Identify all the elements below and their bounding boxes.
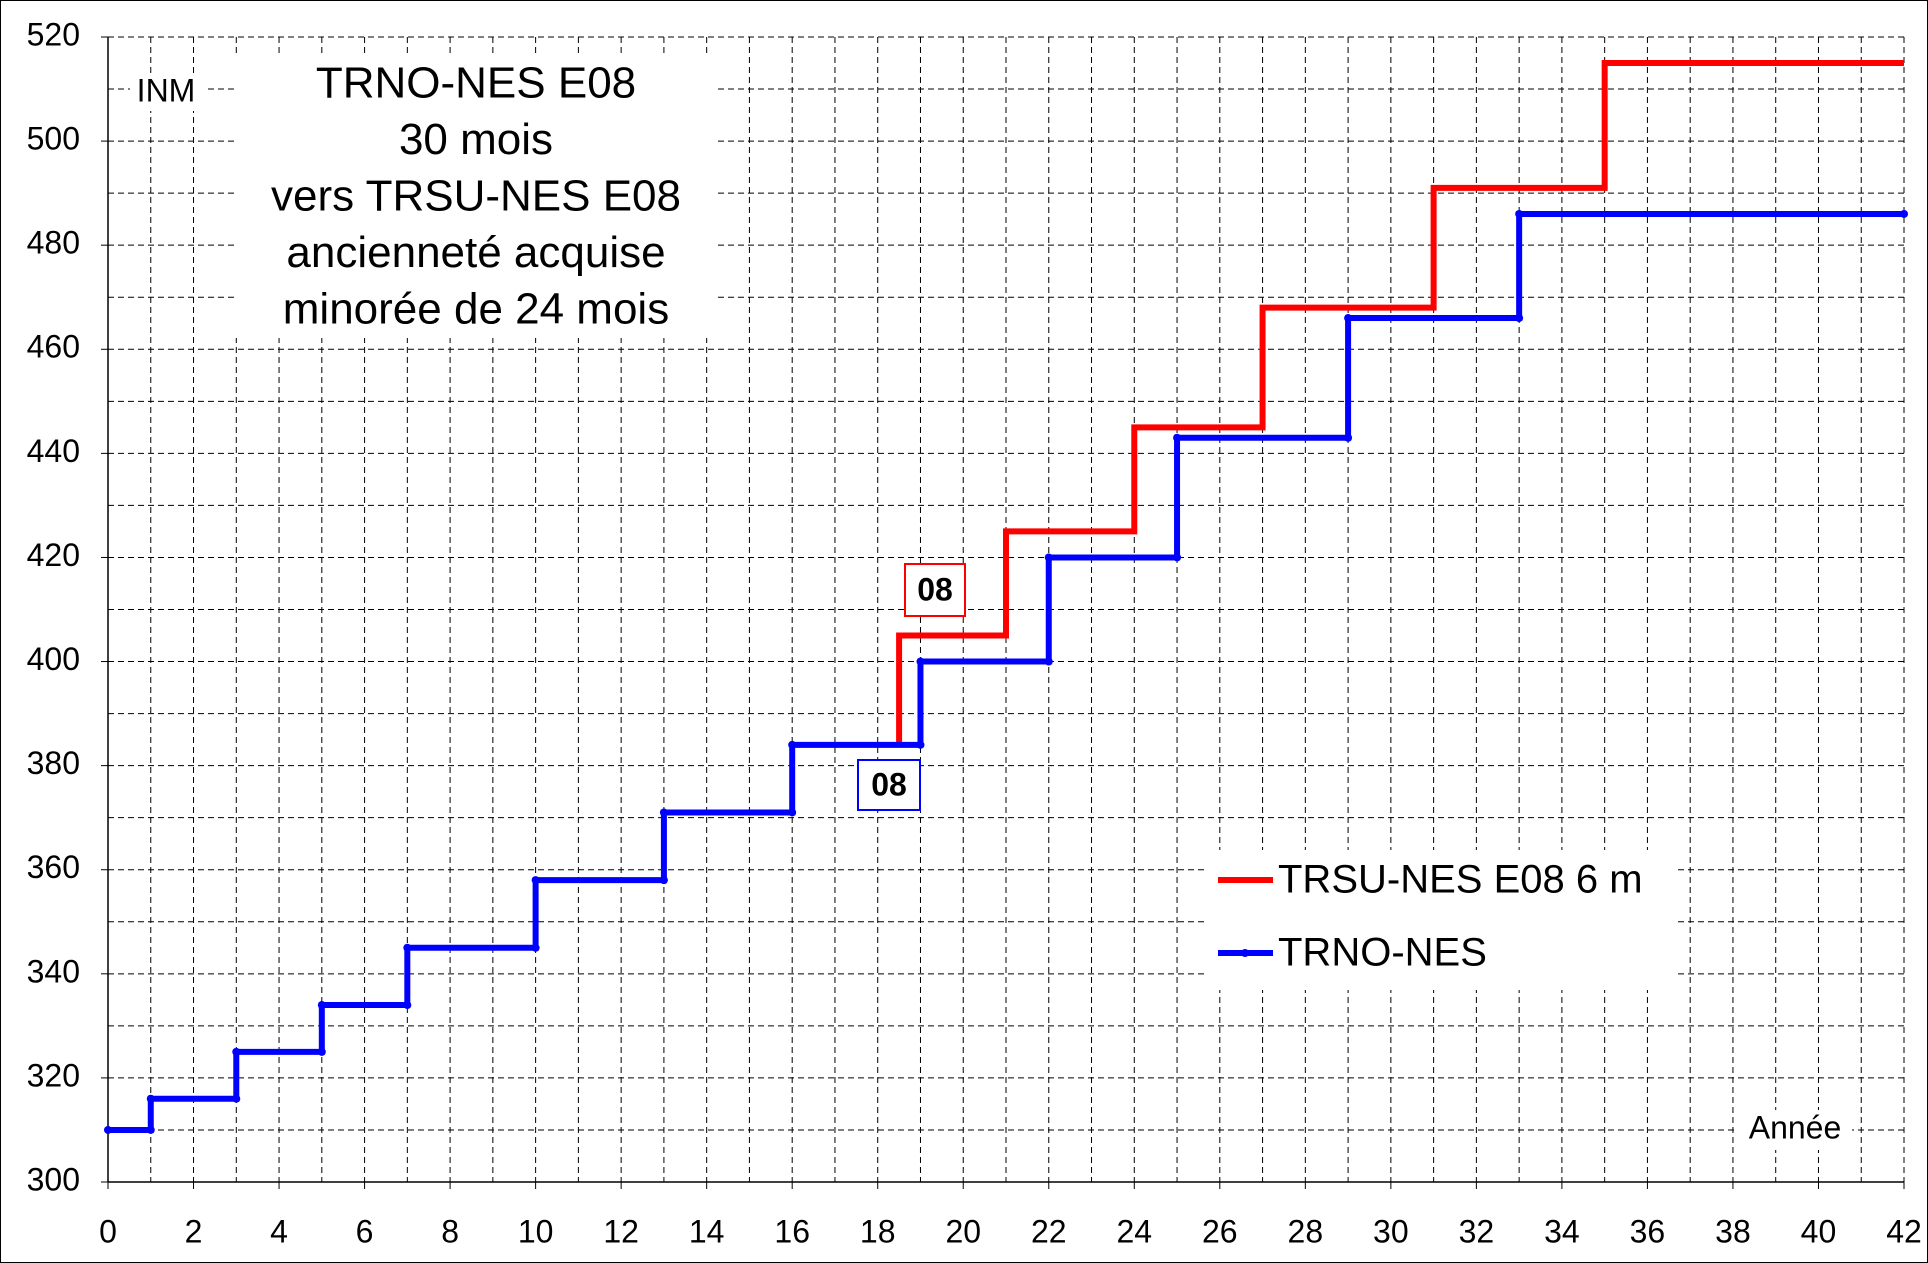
marker (916, 657, 925, 666)
marker (659, 876, 668, 885)
marker (1515, 209, 1524, 218)
legend-label: TRSU-NES E08 6 m (1278, 858, 1643, 902)
annotation-box (857, 759, 921, 811)
x-tick-label: 22 (1031, 1213, 1067, 1249)
x-tick-label: 16 (774, 1213, 810, 1249)
x-tick-label: 20 (945, 1213, 981, 1249)
marker (317, 1001, 326, 1010)
marker (1900, 209, 1908, 218)
y-tick-label: 440 (27, 433, 80, 469)
annotation: 08 (871, 766, 907, 802)
marker (659, 808, 668, 817)
x-tick-label: 38 (1715, 1213, 1751, 1249)
label-bg (130, 75, 206, 111)
chart-title: TRNO-NES E08 (316, 59, 636, 108)
x-tick-label: 26 (1202, 1213, 1238, 1249)
x-tick-label: 8 (441, 1213, 459, 1249)
chart-title: 30 mois (399, 115, 553, 164)
annotation: 08 (917, 571, 953, 607)
y-tick-label: 360 (27, 849, 80, 885)
y-tick-label: 460 (27, 329, 80, 365)
y-tick-label: 320 (27, 1057, 80, 1093)
marker (531, 876, 540, 885)
series-line (896, 60, 1904, 745)
x-tick-label: 32 (1459, 1213, 1495, 1249)
x-tick-label: 30 (1373, 1213, 1409, 1249)
marker (1044, 553, 1053, 562)
x-axis-label: Année (1749, 1109, 1842, 1145)
marker (146, 1094, 155, 1103)
marker (916, 740, 925, 749)
marker (146, 1125, 155, 1134)
x-tick-label: 10 (518, 1213, 554, 1249)
y-axis-label: INM (137, 72, 196, 108)
y-tick-label: 380 (27, 745, 80, 781)
chart-title: ancienneté acquise (286, 228, 665, 277)
y-tick-label: 300 (27, 1161, 80, 1197)
x-tick-label: 0 (99, 1213, 117, 1249)
legend-marker (1241, 949, 1249, 957)
label-bg (1738, 1110, 1852, 1150)
marker (1173, 433, 1182, 442)
marker (1044, 657, 1053, 666)
y-tick-label: 400 (27, 641, 80, 677)
x-tick-label: 14 (689, 1213, 725, 1249)
marker (403, 943, 412, 952)
y-tick-label: 500 (27, 121, 80, 157)
marker (1173, 553, 1182, 562)
series-line (108, 210, 1904, 1133)
y-tick-label: 340 (27, 953, 80, 989)
x-tick-label: 2 (185, 1213, 203, 1249)
marker (1515, 314, 1524, 323)
chart-title: vers TRSU-NES E08 (271, 172, 681, 221)
marker (403, 1001, 412, 1010)
marker (788, 740, 797, 749)
x-tick-label: 40 (1801, 1213, 1837, 1249)
marker (232, 1047, 241, 1056)
y-tick-label: 420 (27, 537, 80, 573)
x-tick-label: 36 (1630, 1213, 1666, 1249)
marker (788, 808, 797, 817)
marker (317, 1047, 326, 1056)
annotation-box (904, 563, 966, 617)
legend-bg (1205, 850, 1675, 990)
x-tick-label: 6 (356, 1213, 374, 1249)
x-tick-label: 28 (1288, 1213, 1324, 1249)
x-tick-label: 34 (1544, 1213, 1580, 1249)
marker (1344, 314, 1353, 323)
marker (232, 1094, 241, 1103)
title-box (234, 55, 714, 338)
x-tick-label: 12 (603, 1213, 639, 1249)
x-tick-label: 4 (270, 1213, 288, 1249)
marker (531, 943, 540, 952)
marker (104, 1125, 112, 1134)
marker (1344, 433, 1353, 442)
y-tick-label: 480 (27, 225, 80, 261)
x-tick-label: 18 (860, 1213, 896, 1249)
y-tick-label: 520 (27, 16, 80, 52)
x-tick-label: 24 (1116, 1213, 1152, 1249)
x-tick-label: 42 (1886, 1213, 1922, 1249)
legend-label: TRNO-NES (1278, 931, 1487, 975)
chart-title: minorée de 24 mois (283, 285, 669, 334)
